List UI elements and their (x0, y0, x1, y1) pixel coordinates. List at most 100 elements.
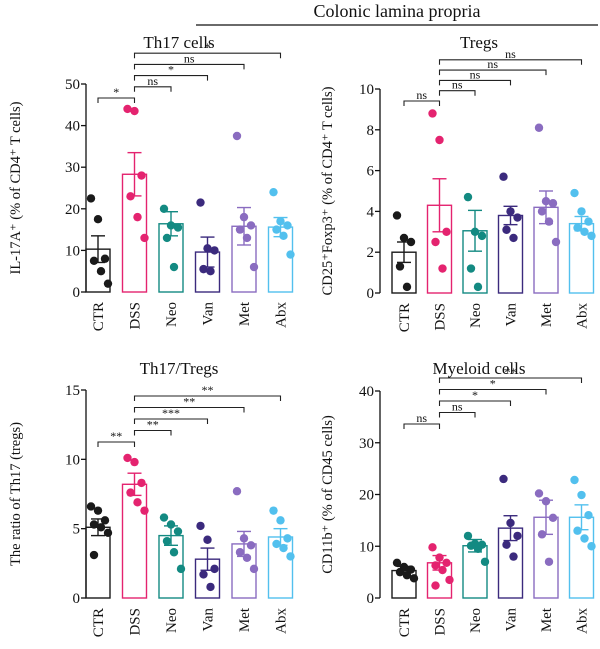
y-tick-label: 30 (65, 160, 80, 176)
data-point-met (239, 212, 249, 222)
y-tick-label: 15 (65, 383, 80, 399)
x-tick-label: Abx (274, 302, 290, 328)
significance-bracket (133, 75, 209, 81)
significance-bracket (133, 395, 282, 401)
x-tick-label: DSS (433, 303, 449, 331)
data-point-ctr (93, 215, 103, 224)
data-point-dss (428, 543, 437, 552)
x-tick-label: DSS (128, 302, 144, 330)
data-point-van (206, 267, 215, 276)
data-point-dss (445, 575, 454, 585)
y-tick-label: 40 (65, 119, 80, 135)
data-point-ctr (89, 256, 99, 265)
data-point-abx (570, 188, 579, 198)
bar-van (497, 214, 524, 294)
y-tick-label: 20 (359, 488, 374, 504)
data-point-ctr (89, 520, 99, 529)
x-tick-label: Met (237, 607, 253, 632)
data-point-met (534, 489, 544, 498)
data-point-met (246, 541, 256, 550)
data-point-abx (573, 223, 582, 232)
significance-label: * (490, 377, 496, 391)
y-tick-label: 40 (359, 384, 374, 400)
data-point-ctr (402, 282, 412, 292)
x-tick-label: DSS (433, 608, 449, 636)
data-point-van (502, 225, 511, 234)
data-point-met (235, 225, 245, 234)
data-point-van (199, 570, 208, 579)
significance-bracket (403, 423, 441, 429)
y-axis-label: IL-17A⁺ (% of CD4⁺ T cells) (8, 101, 24, 274)
data-point-dss (133, 498, 142, 507)
x-tick-label: CTR (91, 302, 107, 331)
chart-panel-4: Myeloid cells CD11b⁺ (% of CD45 cells) 0 10… (320, 359, 596, 637)
data-point-dss (137, 478, 146, 488)
x-tick-label: Van (201, 608, 217, 632)
data-point-abx (584, 511, 593, 520)
x-tick-label: Met (539, 302, 555, 327)
bar-neo (462, 545, 488, 599)
data-point-met (548, 199, 558, 208)
data-point-neo (176, 564, 186, 574)
data-point-dss (140, 233, 149, 243)
significance-label: ** (505, 365, 517, 379)
data-point-ctr (392, 211, 402, 220)
y-tick-label: 10 (65, 243, 80, 259)
data-point-van (196, 198, 205, 207)
data-point-neo (162, 233, 172, 243)
y-tick-label: 6 (367, 164, 375, 180)
data-point-abx (279, 543, 288, 553)
data-point-neo (466, 541, 476, 550)
data-point-van (513, 213, 522, 222)
data-point-abx (580, 534, 589, 543)
data-point-dss (133, 212, 142, 222)
data-point-abx (570, 475, 579, 485)
data-point-abx (584, 217, 593, 226)
data-point-met (249, 564, 259, 574)
data-point-abx (276, 217, 285, 226)
significance-bracket (97, 97, 136, 103)
data-point-neo (159, 513, 169, 522)
data-point-neo (477, 231, 487, 241)
data-point-neo (169, 262, 179, 272)
significance-label: ns (452, 78, 463, 92)
significance-label: ** (110, 429, 122, 443)
significance-label: *** (162, 406, 180, 420)
data-point-met (232, 131, 242, 141)
data-point-abx (286, 250, 295, 259)
data-point-neo (473, 282, 483, 292)
data-point-abx (269, 506, 278, 515)
data-point-dss (442, 558, 451, 568)
data-point-met (235, 548, 245, 557)
significance-bracket (438, 377, 583, 383)
data-point-met (541, 197, 551, 206)
data-point-abx (573, 526, 582, 535)
data-point-van (196, 521, 205, 531)
data-point-van (203, 535, 212, 544)
data-point-neo (166, 221, 176, 230)
data-point-abx (577, 207, 586, 216)
data-point-ctr (100, 254, 110, 263)
data-point-neo (173, 223, 183, 232)
y-tick-label: 0 (73, 591, 81, 607)
x-tick-label: Neo (164, 608, 180, 633)
data-point-neo (470, 227, 480, 236)
data-point-ctr (86, 194, 96, 203)
x-tick-label: Van (504, 608, 520, 632)
chart-panel-3: Th17/Tregs The ratio of Th17 (tregs) 0 5 10 1… (8, 359, 295, 637)
data-point-met (242, 553, 252, 562)
y-tick-label: 20 (65, 202, 80, 218)
chart-panel-1: Th17 cells IL-17A⁺ (% of CD4⁺ T cells) 0 10… (8, 33, 295, 331)
data-point-dss (438, 264, 447, 273)
y-axis-label: The ratio of Th17 (tregs) (8, 422, 24, 566)
data-point-abx (577, 490, 586, 500)
chart-title: Tregs (460, 33, 498, 52)
y-tick-label: 10 (359, 82, 374, 98)
data-point-abx (580, 227, 589, 236)
data-point-van (203, 244, 212, 253)
significance-label: ns (470, 67, 481, 81)
chart-panels: Th17 cells IL-17A⁺ (% of CD4⁺ T cells) 0 10… (8, 33, 596, 637)
x-tick-label: Neo (164, 302, 180, 327)
data-point-met (246, 221, 256, 230)
